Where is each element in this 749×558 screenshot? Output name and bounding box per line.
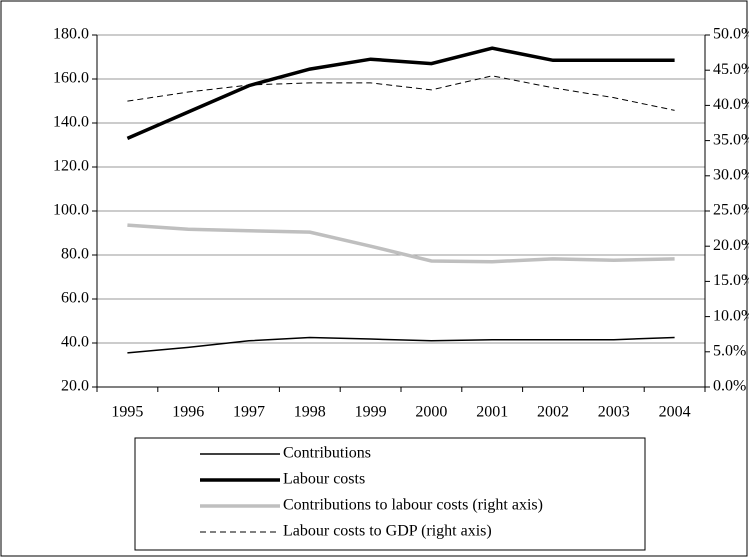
y-tick-label: 120.0 [53, 158, 89, 175]
series-line [127, 75, 675, 111]
y-tick-label: 40.0 [61, 334, 89, 351]
y-tick-label: 160.0 [53, 70, 89, 87]
y2-tick-label: 30.0% [713, 166, 749, 183]
y2-tick-label: 0.0% [713, 378, 746, 395]
x-tick-label: 1997 [233, 404, 265, 421]
x-tick-label: 2003 [598, 404, 630, 421]
x-tick-label: 1996 [172, 404, 204, 421]
y-tick-label: 60.0 [61, 290, 89, 307]
x-tick-label: 2004 [659, 404, 691, 421]
y-tick-label: 140.0 [53, 114, 89, 131]
y-tick-label: 180.0 [53, 26, 89, 43]
legend-label: Contributions [283, 445, 371, 462]
series-line [127, 336, 675, 354]
y2-tick-label: 40.0% [713, 96, 749, 113]
legend-label: Contributions to labour costs (right axi… [283, 497, 543, 514]
y-tick-label: 100.0 [53, 202, 89, 219]
y2-tick-label: 45.0% [713, 61, 749, 78]
y2-tick-label: 15.0% [713, 272, 749, 289]
y-tick-label: 20.0 [61, 378, 89, 395]
x-tick-label: 2000 [415, 404, 447, 421]
y2-tick-label: 20.0% [713, 237, 749, 254]
x-tick-label: 1999 [355, 404, 387, 421]
series-line [126, 46, 675, 141]
x-tick-label: 1995 [111, 404, 143, 421]
y2-tick-label: 25.0% [713, 202, 749, 219]
series-line [127, 223, 675, 264]
x-tick-label: 2001 [476, 404, 508, 421]
legend-label: Labour costs to GDP (right axis) [283, 523, 492, 540]
y-tick-label: 80.0 [61, 246, 89, 263]
x-tick-label: 1998 [294, 404, 326, 421]
x-tick-label: 2002 [537, 404, 569, 421]
y2-tick-label: 50.0% [713, 26, 749, 43]
y2-tick-label: 10.0% [713, 307, 749, 324]
y2-tick-label: 5.0% [713, 342, 746, 359]
y2-tick-label: 35.0% [713, 131, 749, 148]
legend-box [134, 437, 646, 551]
legend-label: Labour costs [283, 471, 365, 488]
